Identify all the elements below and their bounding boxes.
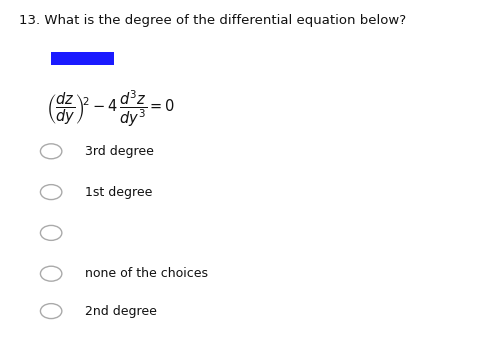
Text: 3rd degree: 3rd degree	[85, 145, 154, 158]
Text: $\left(\dfrac{dz}{dy}\right)^{\!2} - 4\,\dfrac{d^3z}{dy^3} = 0$: $\left(\dfrac{dz}{dy}\right)^{\!2} - 4\,…	[46, 88, 175, 129]
FancyBboxPatch shape	[51, 52, 114, 65]
Text: none of the choices: none of the choices	[85, 267, 208, 280]
Text: 2nd degree: 2nd degree	[85, 305, 157, 318]
Text: 13. What is the degree of the differential equation below?: 13. What is the degree of the differenti…	[19, 14, 407, 27]
Text: 1st degree: 1st degree	[85, 186, 152, 199]
